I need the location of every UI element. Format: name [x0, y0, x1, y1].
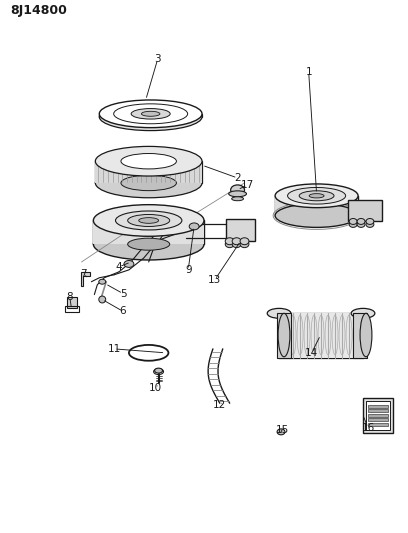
Text: 7: 7	[80, 269, 87, 279]
Ellipse shape	[232, 238, 241, 245]
Text: 4: 4	[116, 262, 122, 272]
Ellipse shape	[95, 147, 202, 176]
Ellipse shape	[133, 347, 164, 359]
Text: 1: 1	[305, 67, 312, 77]
Text: 13: 13	[208, 274, 222, 285]
Ellipse shape	[240, 238, 249, 245]
Ellipse shape	[99, 279, 106, 284]
Ellipse shape	[121, 154, 176, 169]
Text: 16: 16	[361, 423, 375, 433]
Text: 9: 9	[185, 265, 191, 275]
Ellipse shape	[360, 313, 372, 357]
Ellipse shape	[93, 205, 204, 236]
Ellipse shape	[95, 168, 202, 198]
Text: 3: 3	[154, 54, 161, 64]
Ellipse shape	[349, 222, 357, 228]
Ellipse shape	[93, 228, 204, 260]
Text: 14: 14	[305, 348, 318, 358]
Bar	[353, 313, 367, 358]
Ellipse shape	[99, 103, 202, 131]
Ellipse shape	[229, 191, 246, 197]
Ellipse shape	[351, 309, 375, 318]
Text: 10: 10	[149, 383, 162, 393]
Ellipse shape	[277, 429, 285, 435]
Ellipse shape	[121, 175, 176, 191]
Text: 8J14800: 8J14800	[11, 4, 67, 17]
Bar	[277, 313, 291, 358]
Polygon shape	[275, 196, 358, 215]
Ellipse shape	[99, 100, 202, 127]
Ellipse shape	[267, 309, 291, 318]
Ellipse shape	[225, 241, 234, 248]
Text: 6: 6	[120, 306, 126, 317]
Text: 15: 15	[275, 425, 288, 435]
Ellipse shape	[131, 109, 170, 119]
Ellipse shape	[114, 104, 188, 124]
Text: 12: 12	[213, 400, 226, 410]
Ellipse shape	[155, 368, 162, 373]
Text: 17: 17	[241, 180, 254, 190]
Ellipse shape	[231, 185, 244, 195]
Ellipse shape	[124, 261, 134, 268]
Ellipse shape	[366, 219, 374, 224]
Polygon shape	[80, 272, 91, 286]
Text: 5: 5	[120, 288, 126, 298]
Ellipse shape	[232, 197, 244, 201]
Text: 11: 11	[107, 344, 121, 354]
Ellipse shape	[189, 223, 199, 230]
Polygon shape	[95, 161, 202, 183]
Bar	[363, 398, 392, 433]
Ellipse shape	[232, 241, 241, 248]
Ellipse shape	[357, 222, 365, 228]
Ellipse shape	[288, 188, 346, 204]
Bar	[366, 401, 390, 430]
Bar	[368, 409, 388, 412]
Bar	[368, 418, 388, 421]
Text: 8: 8	[67, 292, 73, 302]
Ellipse shape	[278, 313, 290, 357]
Bar	[368, 414, 388, 417]
Ellipse shape	[139, 217, 159, 223]
Ellipse shape	[275, 204, 358, 228]
Ellipse shape	[240, 241, 249, 248]
Ellipse shape	[99, 296, 106, 303]
Polygon shape	[67, 296, 77, 309]
Ellipse shape	[128, 214, 170, 227]
Ellipse shape	[349, 219, 357, 224]
Ellipse shape	[357, 219, 365, 224]
Ellipse shape	[309, 193, 324, 198]
Polygon shape	[93, 221, 204, 244]
Bar	[368, 405, 388, 408]
Text: 2: 2	[234, 173, 241, 183]
Ellipse shape	[366, 222, 374, 228]
Ellipse shape	[225, 238, 234, 245]
Polygon shape	[279, 313, 363, 358]
Ellipse shape	[128, 238, 170, 250]
Ellipse shape	[142, 111, 160, 116]
Bar	[368, 423, 388, 426]
Ellipse shape	[299, 191, 334, 201]
Bar	[348, 200, 382, 222]
Ellipse shape	[275, 184, 358, 208]
Ellipse shape	[115, 211, 182, 230]
Bar	[226, 220, 255, 241]
